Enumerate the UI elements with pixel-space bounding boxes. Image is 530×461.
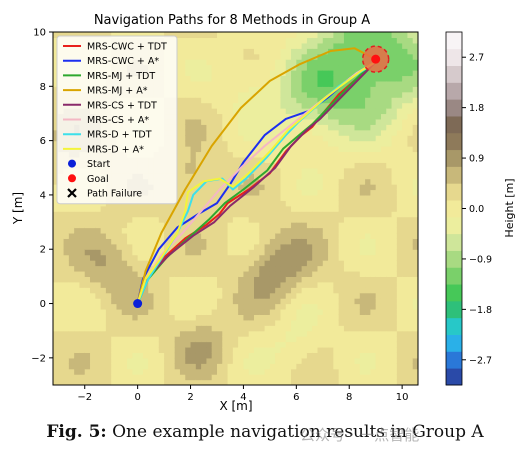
axes: −2 0 2 4 6 8 10 −2 0 2 4 6 8 10 — [31, 28, 419, 403]
figure-caption: Fig. 5: One example navigation results i… — [0, 422, 530, 442]
colorbar-segment — [446, 233, 462, 251]
y-tick-label: 0 — [40, 299, 46, 310]
legend-marker — [68, 159, 76, 168]
legend-entry: Start — [87, 159, 110, 170]
caption-label: Fig. 5: — [46, 422, 107, 442]
legend: MRS-CWC + TDT MRS-CWC + A* MRS-MJ + TDT MRS… — [56, 35, 178, 205]
colorbar-segment — [446, 183, 462, 201]
colorbar-segment — [446, 300, 462, 319]
goal-marker — [371, 54, 381, 64]
colorbar-segment — [446, 149, 462, 167]
colorbar-segment — [446, 284, 462, 302]
colorbar-segment — [446, 200, 462, 218]
x-tick-label: −2 — [77, 392, 92, 403]
colorbar-segment — [446, 116, 462, 134]
plot-frame — [52, 31, 419, 386]
y-tick-label: 2 — [40, 245, 46, 256]
colorbar-tick-label: −2.7 — [469, 355, 492, 366]
colorbar-segment — [446, 317, 462, 335]
caption-text: One example navigation results in Group … — [112, 422, 484, 442]
colorbar-label: Height [m] — [503, 178, 516, 237]
colorbar-segment — [446, 250, 462, 268]
chart-title: Navigation Paths for 8 Methods in Group … — [94, 13, 370, 28]
x-tick-label: 6 — [293, 392, 299, 403]
series-line-8 — [136, 61, 377, 304]
colorbar-tick-label: −1.8 — [469, 305, 492, 316]
x-tick-label: 8 — [346, 392, 352, 403]
y-tick-label: −2 — [31, 353, 46, 364]
legend-marker — [68, 174, 76, 183]
y-tick-label: 8 — [40, 82, 46, 93]
colorbar-tick-label: 0.9 — [469, 154, 484, 165]
legend-entry: Goal — [87, 174, 109, 185]
colorbar-tick-label: 0.0 — [469, 204, 484, 215]
colorbar-segment — [446, 351, 462, 369]
colorbar-segment — [446, 32, 462, 50]
start-marker — [133, 299, 143, 309]
x-axis-label: X [m] — [219, 399, 252, 413]
x-tick-label: 2 — [187, 392, 193, 403]
y-axis-label: Y [m] — [11, 192, 25, 225]
x-tick-label: 0 — [134, 392, 140, 403]
colorbar-segment — [446, 267, 462, 285]
legend-entry: MRS-MJ + TDT — [87, 71, 155, 82]
colorbar-segment — [446, 166, 462, 184]
series-layer — [133, 45, 390, 309]
colorbar-segment — [446, 65, 462, 83]
legend-marker — [67, 188, 77, 198]
colorbar-tick-label: 2.7 — [469, 53, 484, 64]
y-tick-label: 10 — [33, 28, 46, 39]
legend-entry: MRS-CS + A* — [87, 115, 149, 126]
colorbar-segment — [446, 132, 462, 151]
x-tick-label: 4 — [240, 392, 246, 403]
legend-box — [56, 35, 178, 205]
y-tick-label: 4 — [40, 190, 46, 201]
legend-entry: MRS-D + TDT — [87, 130, 152, 141]
series-line-4 — [136, 47, 377, 304]
colorbar-segment — [446, 48, 462, 67]
legend-entry: MRS-CWC + TDT — [87, 42, 167, 53]
colorbar-segment — [446, 334, 462, 352]
legend-entry: MRS-CWC + A* — [87, 56, 159, 67]
colorbar-segment — [446, 82, 462, 100]
colorbar: 2.7 1.8 0.9 0.0 −0.9 −1.8 −2.7 — [445, 31, 492, 386]
series-line-5 — [136, 61, 377, 304]
colorbar-segment — [446, 368, 462, 386]
y-tick-label: 6 — [40, 136, 46, 147]
colorbar-tick-label: −0.9 — [469, 254, 492, 265]
legend-entry: MRS-CS + TDT — [87, 100, 157, 111]
figure: Navigation Paths for 8 Methods in Group … — [11, 13, 516, 413]
watermark: 公众号 · 一点智能 — [300, 426, 420, 444]
colorbar-segment — [446, 216, 462, 235]
legend-entry: MRS-MJ + A* — [87, 86, 148, 97]
colorbar-segment — [446, 99, 462, 117]
x-tick-label: 10 — [396, 392, 409, 403]
legend-entry: MRS-D + A* — [87, 144, 144, 155]
legend-entry: Path Failure — [87, 189, 142, 200]
colorbar-tick-label: 1.8 — [469, 103, 484, 114]
